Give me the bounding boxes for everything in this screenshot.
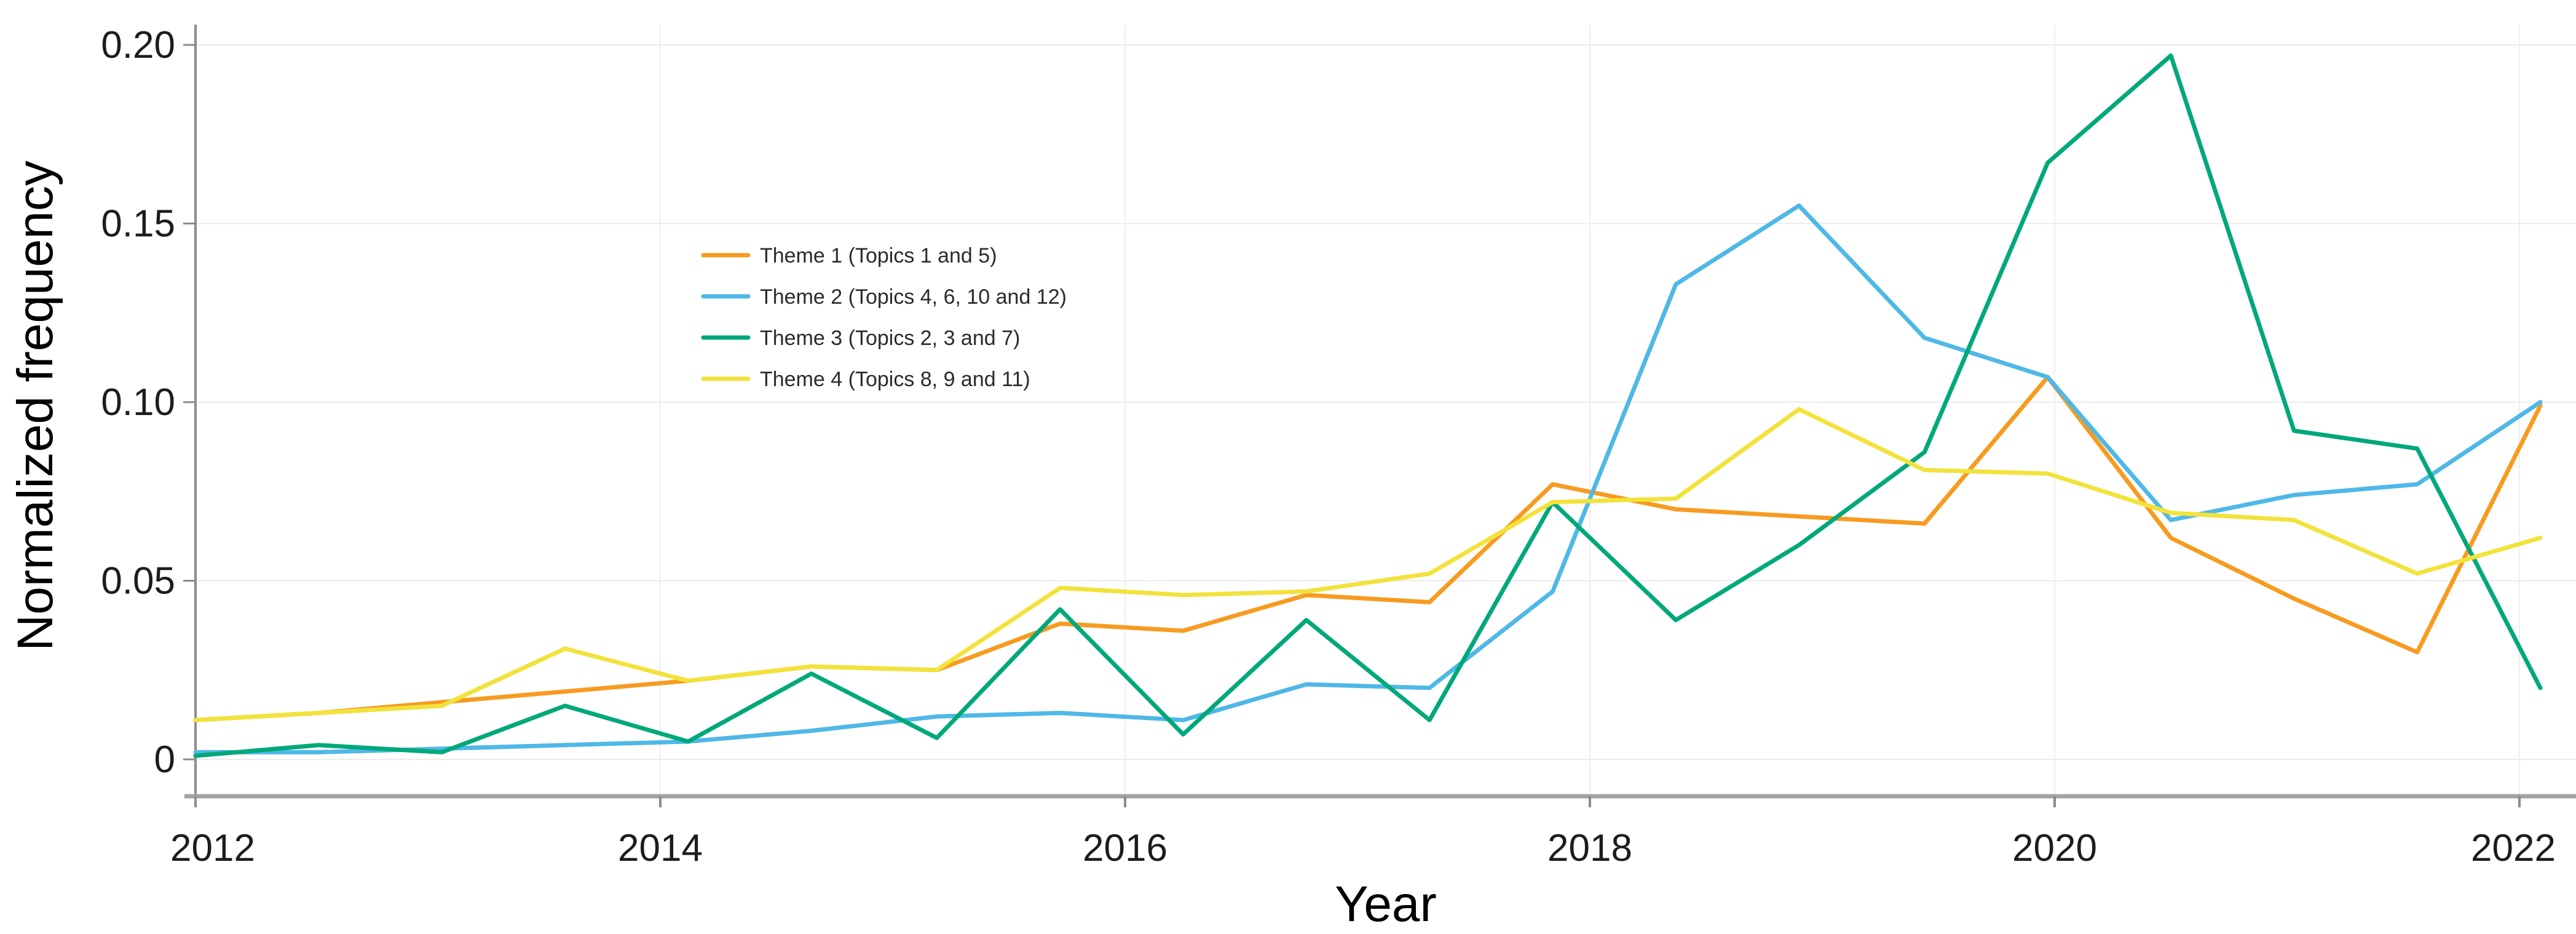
legend-label: Theme 3 (Topics 2, 3 and 7) xyxy=(760,327,1020,350)
legend-item: Theme 1 (Topics 1 and 5) xyxy=(701,244,997,267)
y-tick-label: 0.10 xyxy=(101,381,175,424)
x-tick-label: 2022 xyxy=(2471,827,2556,869)
x-tick-label: 2012 xyxy=(170,827,255,869)
x-tick-label: 2018 xyxy=(1547,827,1632,869)
y-tick-label: 0 xyxy=(154,738,175,781)
axis-layer: 0 0.05 0.10 0.15 0.20 2012 2014 2016 2018 2020 202… xyxy=(101,24,2576,869)
series-line-theme-4 xyxy=(193,407,2543,722)
series-line-theme-2 xyxy=(193,203,2543,754)
legend-item: Theme 3 (Topics 2, 3 and 7) xyxy=(701,327,1020,350)
grid-layer xyxy=(195,25,2576,796)
y-axis-title: Normalized frequency xyxy=(7,160,63,651)
series-line-theme-1 xyxy=(193,374,2543,722)
x-tick-label: 2016 xyxy=(1083,827,1167,869)
series-layer xyxy=(193,53,2543,758)
y-tick-label: 0.15 xyxy=(101,203,175,245)
x-tick-label: 2014 xyxy=(618,827,703,869)
series-line-theme-3 xyxy=(193,53,2543,758)
x-axis-title: Year xyxy=(1335,876,1437,932)
legend-label: Theme 4 (Topics 8, 9 and 11) xyxy=(760,368,1030,391)
y-tick-label: 0.05 xyxy=(101,560,175,603)
y-tick-label: 0.20 xyxy=(101,24,175,66)
legend: Theme 1 (Topics 1 and 5) Theme 2 (Topics … xyxy=(701,244,1067,391)
x-tick-label: 2020 xyxy=(2012,827,2097,869)
legend-label: Theme 2 (Topics 4, 6, 10 and 12) xyxy=(760,285,1067,309)
legend-item: Theme 4 (Topics 8, 9 and 11) xyxy=(701,368,1030,391)
legend-label: Theme 1 (Topics 1 and 5) xyxy=(760,244,997,267)
legend-item: Theme 2 (Topics 4, 6, 10 and 12) xyxy=(701,285,1067,309)
